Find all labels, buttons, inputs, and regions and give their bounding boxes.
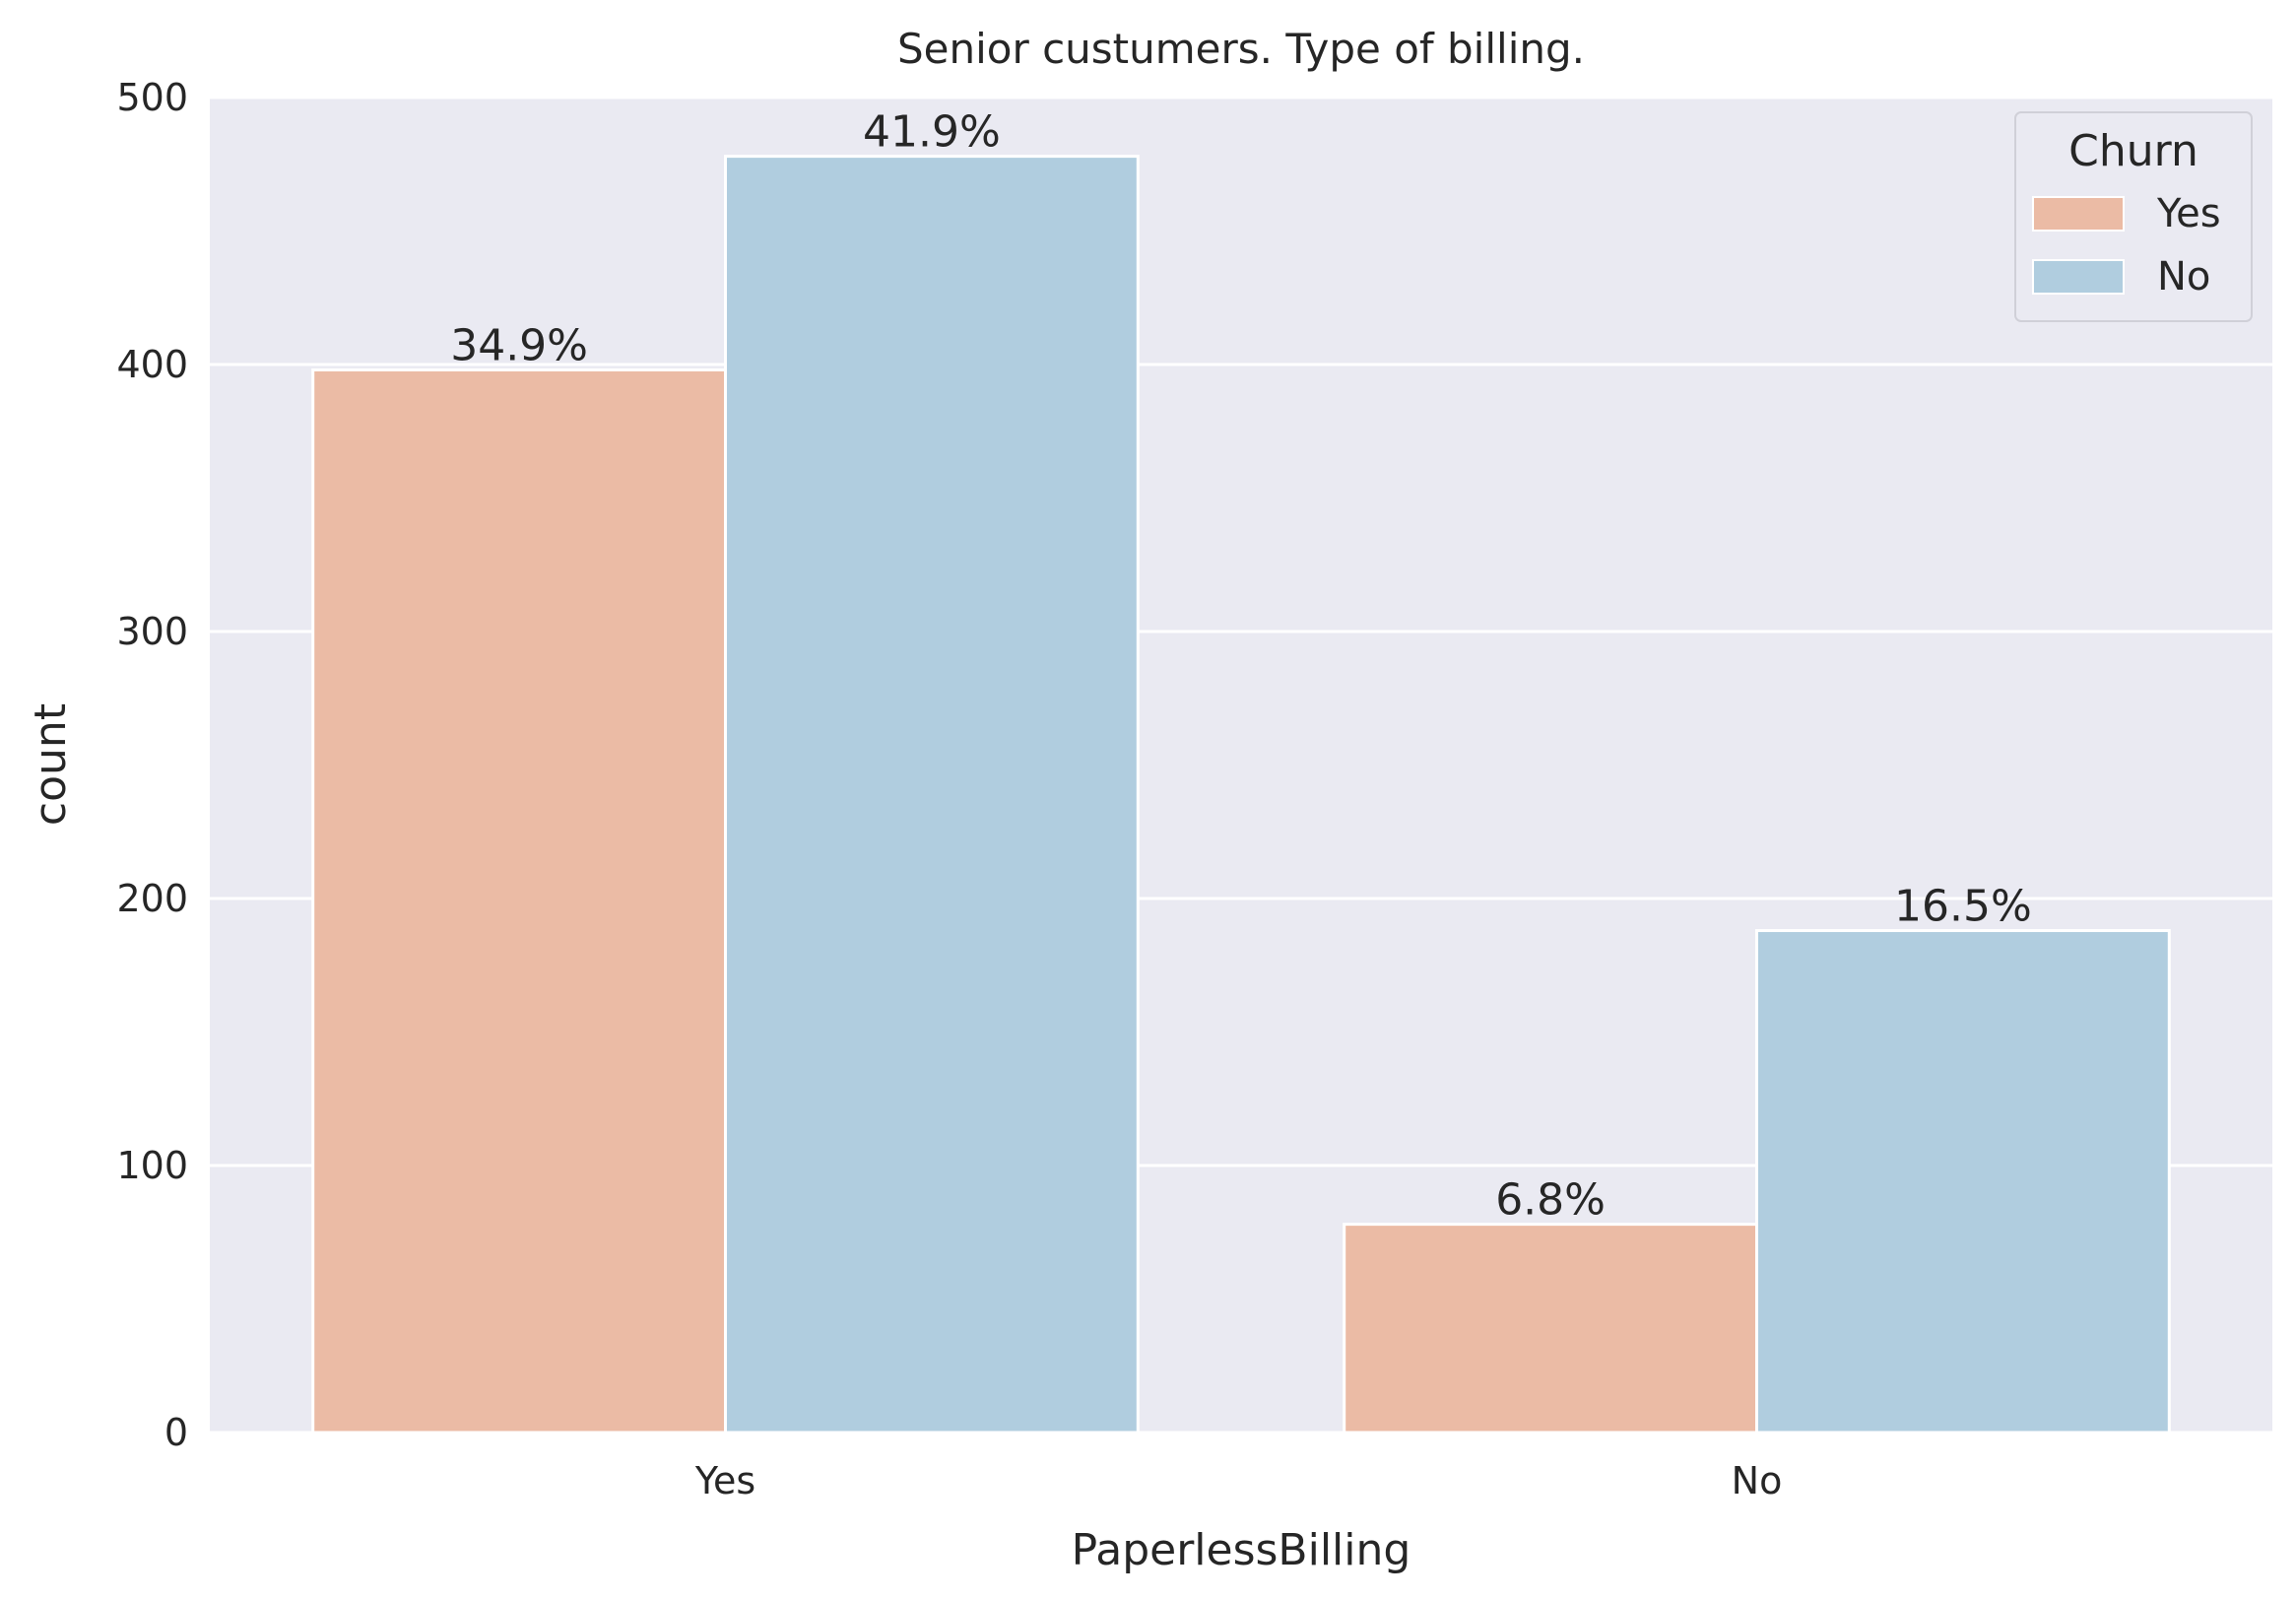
x-axis-ticks: Yes No bbox=[694, 1459, 1783, 1502]
x-tick-label: Yes bbox=[694, 1459, 755, 1502]
legend: Churn Yes No bbox=[2014, 111, 2253, 322]
y-tick-label: 500 bbox=[116, 76, 188, 119]
legend-entry-label: No bbox=[2157, 254, 2210, 300]
y-tick-label: 300 bbox=[116, 610, 188, 653]
y-axis-ticks: 0 100 200 300 400 500 bbox=[116, 76, 188, 1454]
legend-title: Churn bbox=[2068, 126, 2198, 176]
bar-value-label: 6.8% bbox=[1495, 1175, 1606, 1226]
bar-yes-no bbox=[1343, 1223, 1758, 1434]
bar-no-no bbox=[1755, 929, 2171, 1434]
bars bbox=[311, 155, 2171, 1434]
legend-entry-label: Yes bbox=[2156, 191, 2221, 236]
bar-labels: 34.9% 41.9% 6.8% 16.5% bbox=[450, 107, 2032, 1226]
bar-value-label: 41.9% bbox=[863, 107, 1001, 158]
y-tick-label: 200 bbox=[116, 877, 188, 920]
bar-value-label: 34.9% bbox=[450, 320, 588, 370]
x-axis-label: PaperlessBilling bbox=[1072, 1525, 1411, 1575]
bar-value-label: 16.5% bbox=[1894, 882, 2032, 932]
y-tick-label: 100 bbox=[116, 1144, 188, 1187]
chart-title: Senior custumers. Type of billing. bbox=[897, 25, 1585, 73]
legend-swatch bbox=[2032, 196, 2125, 232]
y-tick-label: 400 bbox=[116, 343, 188, 386]
legend-swatch bbox=[2032, 259, 2125, 295]
x-tick-label: No bbox=[1732, 1459, 1783, 1502]
y-tick-label: 0 bbox=[164, 1411, 188, 1454]
bar-no-yes bbox=[724, 155, 1140, 1434]
y-axis-label: count bbox=[26, 703, 76, 826]
bar-yes-yes bbox=[311, 367, 727, 1434]
